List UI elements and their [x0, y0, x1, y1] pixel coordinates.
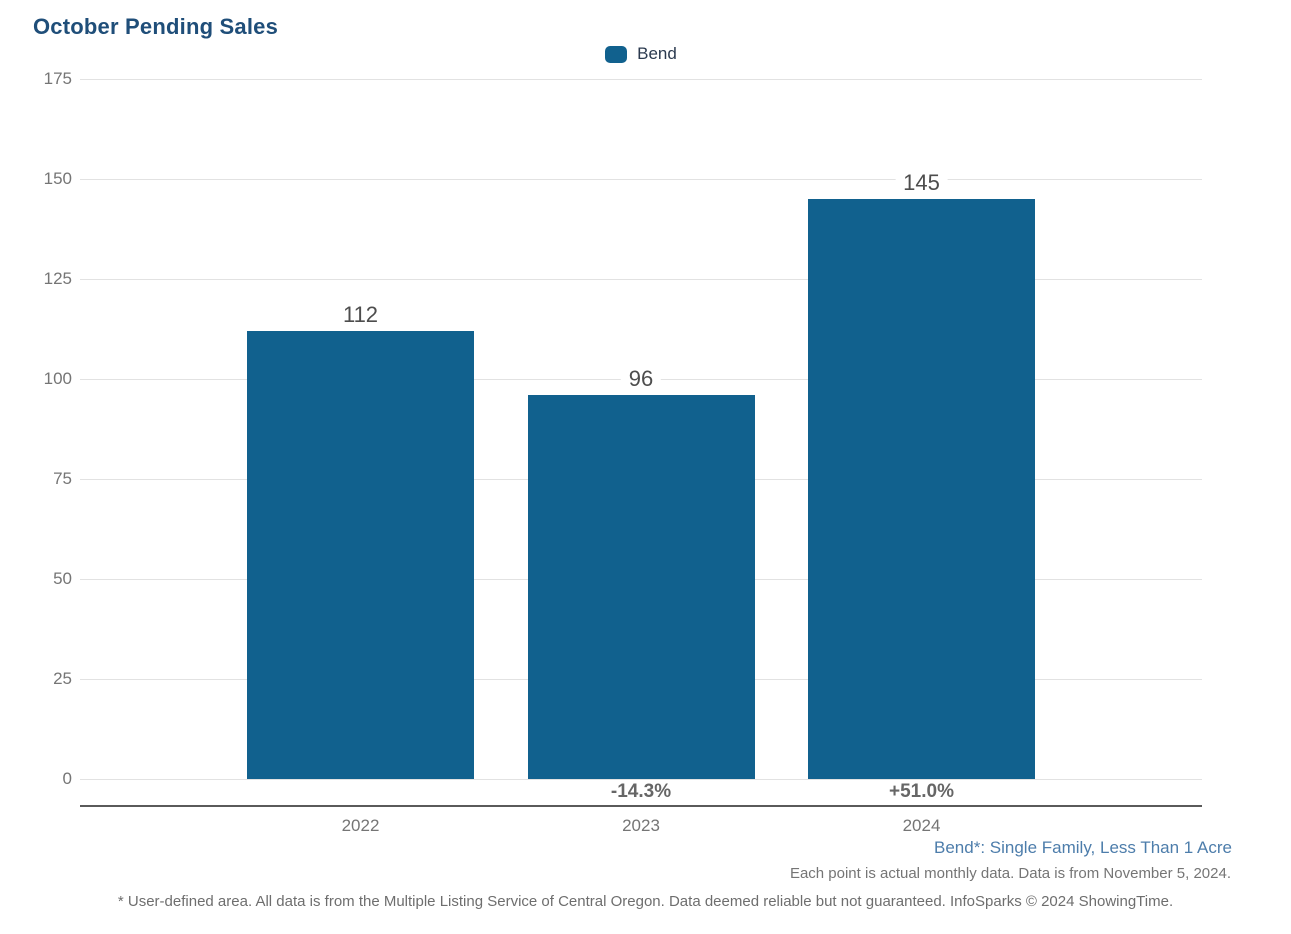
- y-axis: 0 25 50 75 100 125 150 175: [0, 69, 72, 788]
- y-axis-tick-label: 50: [53, 569, 72, 588]
- x-axis-label: 2022: [341, 816, 380, 835]
- x-axis-labels-row: 2022 2023 2024: [80, 816, 1202, 838]
- x-axis-line: [80, 805, 1202, 807]
- bar-value-label: 96: [620, 366, 662, 391]
- change-percentage-label: +51.0%: [889, 781, 954, 802]
- y-axis-tick-label: 175: [43, 69, 72, 88]
- gridline: [80, 79, 1202, 80]
- y-axis-tick-label: 125: [43, 269, 72, 288]
- data-source-note: Each point is actual monthly data. Data …: [789, 865, 1231, 882]
- bar-value-label: 112: [334, 302, 387, 327]
- legend-item-bend[interactable]: Bend: [637, 44, 677, 63]
- x-axis-label: 2024: [902, 816, 941, 835]
- bar-2023[interactable]: [527, 395, 755, 779]
- x-axis-label: 2023: [622, 816, 660, 835]
- y-axis-tick-label: 75: [53, 469, 72, 488]
- y-axis-tick-label: 150: [43, 169, 72, 188]
- gridline: [80, 279, 1202, 280]
- y-axis-tick-label: 100: [43, 369, 72, 388]
- series-definition-note: Bend*: Single Family, Less Than 1 Acre: [934, 838, 1232, 857]
- chart-title: October Pending Sales: [33, 14, 279, 39]
- gridline: [80, 179, 1202, 180]
- bar-value-label: 145: [895, 170, 948, 195]
- legend: Bend: [80, 44, 1202, 64]
- bar-2022[interactable]: [247, 331, 474, 779]
- disclaimer-text: * User-defined area. All data is from th…: [117, 893, 1174, 910]
- plot-area: 112 96 145: [80, 79, 1202, 780]
- change-percentage-label: -14.3%: [610, 781, 672, 802]
- change-labels-row: -14.3% +51.0%: [80, 781, 1202, 803]
- legend-swatch-icon: [605, 45, 628, 63]
- gridline: [80, 779, 1202, 780]
- y-axis-tick-label: 0: [62, 769, 72, 788]
- y-axis-tick-label: 25: [53, 669, 72, 688]
- bar-2024[interactable]: [808, 199, 1035, 779]
